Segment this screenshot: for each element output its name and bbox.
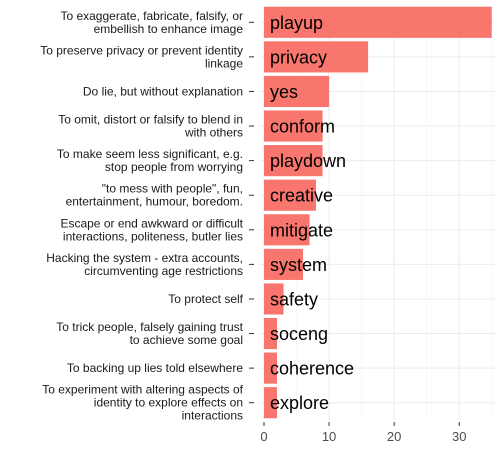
category-label: Escape or end awkward or difficult intera… <box>60 216 243 243</box>
bar-label-privacy: privacy <box>270 47 327 67</box>
category-labels: To exaggerate, fabricate, falsify, or emb… <box>40 9 243 423</box>
category-label: To exaggerate, fabricate, falsify, or emb… <box>60 9 243 36</box>
x-tick-label: 30 <box>452 429 466 444</box>
category-label: To protect self <box>168 292 243 306</box>
bar-label-mitigate: mitigate <box>270 220 333 240</box>
category-label-line: identity to explore effects on <box>94 396 243 410</box>
category-label: "to mess with people", fun, entertainment… <box>66 182 243 209</box>
bar-label-conform: conform <box>270 117 335 137</box>
bar-explore <box>264 387 278 419</box>
category-label-line: "to mess with people", fun, <box>102 182 243 196</box>
bar-label-playup: playup <box>270 13 323 33</box>
x-tick-label: 10 <box>322 429 336 444</box>
category-label-line: Hacking the system - extra accounts, <box>46 251 243 265</box>
bar-privacy <box>264 41 369 73</box>
category-label-line: To make seem less significant, e.g. <box>57 147 243 161</box>
category-label: To experiment with altering aspects of id… <box>42 383 243 423</box>
category-label: To preserve privacy or prevent identity l… <box>40 43 243 70</box>
bar-code-labels: playup privacy yes conform playdown creative m… <box>270 13 354 413</box>
category-label-line: To trick people, falsely gaining trust <box>56 320 243 334</box>
bar-mitigate <box>264 214 310 246</box>
bar-playdown <box>264 145 323 177</box>
category-label-line: To exaggerate, fabricate, falsify, or <box>60 9 243 23</box>
bar-playup <box>264 6 492 38</box>
y-axis-ticks <box>249 21 254 404</box>
category-label: To make seem less significant, e.g. stop … <box>57 147 243 174</box>
category-label-line: To experiment with altering aspects of <box>42 383 243 397</box>
category-label-line: To protect self <box>168 292 243 306</box>
bar-conform <box>264 110 323 142</box>
x-tick-label: 0 <box>260 429 267 444</box>
category-label: Hacking the system - extra accounts, circ… <box>46 251 243 278</box>
bar-label-explore: explore <box>270 393 329 413</box>
category-label-line: Escape or end awkward or difficult <box>60 216 243 230</box>
bar-coherence <box>264 352 278 384</box>
category-label-line: To backing up lies told elsewhere <box>67 361 243 375</box>
plot-panel <box>259 5 495 420</box>
category-label-line: entertainment, humour, boredom. <box>66 195 243 209</box>
x-tick-label: 20 <box>387 429 401 444</box>
x-axis-ticks: 0 10 20 30 <box>260 422 466 444</box>
category-label-line: linkage <box>205 56 243 70</box>
category-label-line: To omit, distort or falsify to blend in <box>58 113 243 127</box>
category-label-line: stop people from worrying <box>105 160 243 174</box>
bar-safety <box>264 283 284 315</box>
bar-label-playdown: playdown <box>270 151 346 171</box>
category-label-line: circumventing age restrictions <box>84 264 243 278</box>
category-label-line: with others <box>184 126 243 140</box>
bar-system <box>264 248 304 280</box>
bar-soceng <box>264 317 278 350</box>
category-label-line: embellish to enhance image <box>94 22 244 36</box>
category-label: To omit, distort or falsify to blend in w… <box>58 113 243 140</box>
category-label-line: Do lie, but without explanation <box>83 84 243 98</box>
bar-label-coherence: coherence <box>270 359 354 379</box>
bar-label-safety: safety <box>270 289 318 309</box>
bar-label-creative: creative <box>270 186 333 206</box>
category-label-line: To preserve privacy or prevent identity <box>40 43 243 57</box>
category-label: Do lie, but without explanation <box>83 84 243 98</box>
category-label-line: to achieve some goal <box>130 333 243 347</box>
bar-label-yes: yes <box>270 82 298 102</box>
bars <box>264 6 492 419</box>
category-label: To backing up lies told elsewhere <box>67 361 243 375</box>
category-label-line: interactions <box>182 409 243 423</box>
category-label-line: interactions, politeness, butler lies <box>63 229 243 243</box>
category-label: To trick people, falsely gaining trust to… <box>56 320 243 347</box>
bar-yes <box>264 75 330 108</box>
bar-creative <box>264 179 317 211</box>
bar-label-system: system <box>270 255 327 275</box>
bar-label-soceng: soceng <box>270 324 328 344</box>
